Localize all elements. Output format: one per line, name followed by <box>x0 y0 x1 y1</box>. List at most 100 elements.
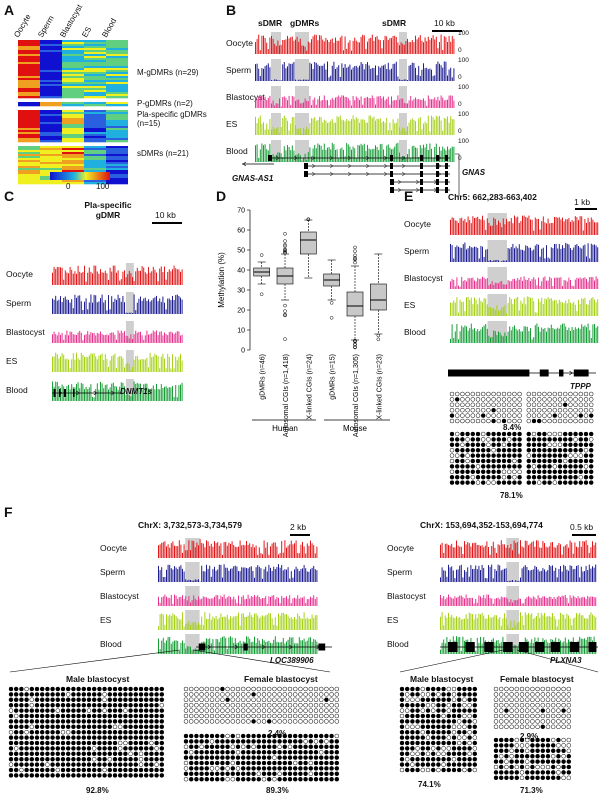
male-label: Male blastocyst <box>410 674 474 684</box>
methylation-track <box>255 86 455 108</box>
scale-bar <box>290 534 310 536</box>
methylation-track <box>255 32 455 54</box>
heatmap-group-label: Pla-specific gDMRs (n=15) <box>137 110 217 128</box>
track-label: Blastocyst <box>226 92 265 102</box>
percent-label: 71.3% <box>520 786 543 795</box>
methylation-track <box>440 562 597 582</box>
y-tick-label: 20 <box>237 308 245 315</box>
panel-label-f: F <box>4 504 13 520</box>
scale-bar <box>152 222 182 224</box>
track-label: Blood <box>100 639 122 649</box>
lollipop-e <box>449 391 594 485</box>
female-label: Female blastocyst <box>244 674 318 684</box>
heatmap-color-scale <box>50 172 110 180</box>
methylation-track <box>450 267 599 289</box>
lollipop-f1 <box>8 686 340 782</box>
track-label: Blood <box>387 639 409 649</box>
methylation-track <box>158 538 318 558</box>
scale-bar-label: 10 kb <box>155 210 176 220</box>
methylation-track <box>440 538 597 558</box>
axis-label: 0 <box>458 74 462 81</box>
box-mark <box>346 245 364 350</box>
coord-title: ChrX: 3,732,573-3,734,579 <box>138 520 242 530</box>
methylation-track <box>52 263 183 285</box>
heatmap <box>18 40 128 185</box>
female-label: Female blastocyst <box>500 674 574 684</box>
x-tick-label: Autosomal CGIs (n=1,305) <box>353 354 360 437</box>
methylation-track <box>52 292 183 314</box>
panel-label-a: A <box>4 2 15 18</box>
percent-label: 78.1% <box>500 491 523 500</box>
gene-label: PLXNA3 <box>550 656 582 665</box>
x-tick-label: X-linked CGIs (n=23) <box>376 354 383 420</box>
methylation-track <box>450 213 599 235</box>
track-label: Oocyte <box>404 219 431 229</box>
track-label: Blood <box>226 146 248 156</box>
track-label: ES <box>387 615 399 625</box>
track-label: Sperm <box>387 567 413 577</box>
region-label: Pla-specific gDMR <box>84 200 132 220</box>
lollipop-f2 <box>399 686 572 781</box>
track-label: Blastocyst <box>387 591 426 601</box>
track-label: Blood <box>6 385 28 395</box>
heatmap-group-label: P-gDMRs (n=2) <box>137 99 193 108</box>
methylation-track <box>52 350 183 372</box>
methylation-track <box>52 321 183 343</box>
methylation-track <box>450 294 599 316</box>
track-label: Blastocyst <box>6 327 45 337</box>
track-label: Oocyte <box>387 543 414 553</box>
track-label: Sperm <box>100 567 126 577</box>
y-tick-label: 50 <box>237 248 245 255</box>
track-label: Blastocyst <box>100 591 139 601</box>
axis-label: 0 <box>458 47 462 54</box>
y-axis-label: Methylation (%) <box>217 252 226 308</box>
track-label: Oocyte <box>226 38 253 48</box>
percent-label: 92.8% <box>86 786 109 795</box>
y-tick-label: 30 <box>237 288 245 295</box>
panel-label-c: C <box>4 188 15 204</box>
x-tick-label: gDMRs (n=15) <box>330 354 337 400</box>
boxplot: 0 10 20 30 40 50 60 70 Methylation (%) gDMRs (n=4… <box>217 208 390 437</box>
gene-model-gnas <box>242 153 460 197</box>
axis-label: 0 <box>458 128 462 135</box>
scale-bar-label: 1 kb <box>574 197 591 207</box>
methylation-track <box>158 610 318 630</box>
axis-label: 100 <box>458 138 469 145</box>
track-label: Sperm <box>404 246 430 256</box>
coord-title: ChrX: 153,694,352-153,694,774 <box>420 520 543 530</box>
box-mark <box>253 253 270 296</box>
axis-label: 100 <box>458 30 469 37</box>
panel-label-d: D <box>216 188 227 204</box>
gene-label: DNMT1s <box>120 387 153 396</box>
percent-label: 74.1% <box>418 780 441 789</box>
methylation-track <box>440 586 597 606</box>
axis-label: 0 <box>458 155 462 162</box>
track-label: ES <box>100 615 112 625</box>
track-label: Blastocyst <box>404 273 443 283</box>
region-label-sdmr: sDMR <box>382 18 407 28</box>
coord-title: Chr5: 662,283-663,402 <box>448 192 537 202</box>
methylation-track <box>450 321 599 343</box>
y-tick-label: 60 <box>237 228 245 235</box>
x-tick-label: X-linked CGIs (n=24) <box>306 354 313 420</box>
axis-label: 100 <box>458 84 469 91</box>
percent-label: 8.4% <box>503 423 522 432</box>
y-tick-label: 10 <box>237 328 245 335</box>
methylation-track <box>158 634 318 654</box>
scale-bar-label: 2 kb <box>290 522 307 532</box>
track-label: ES <box>404 300 416 310</box>
axis-label: 0 <box>458 101 462 108</box>
percent-label: 2.9% <box>520 732 539 741</box>
track-label: Blood <box>404 327 426 337</box>
panel-label-e: E <box>404 188 414 204</box>
heatmap-group-text: Pla-specific gDMRs (n=15) <box>137 110 207 128</box>
track-label: Sperm <box>226 65 252 75</box>
zoom-lines <box>399 649 599 673</box>
methylation-track <box>158 562 318 582</box>
y-tick-label: 40 <box>237 268 245 275</box>
percent-label: 2.4% <box>268 729 287 738</box>
methylation-track <box>255 113 455 135</box>
gene-label: GNAS-AS1 <box>232 174 274 183</box>
track-label: Sperm <box>6 298 32 308</box>
y-tick-label: 0 <box>241 348 245 355</box>
